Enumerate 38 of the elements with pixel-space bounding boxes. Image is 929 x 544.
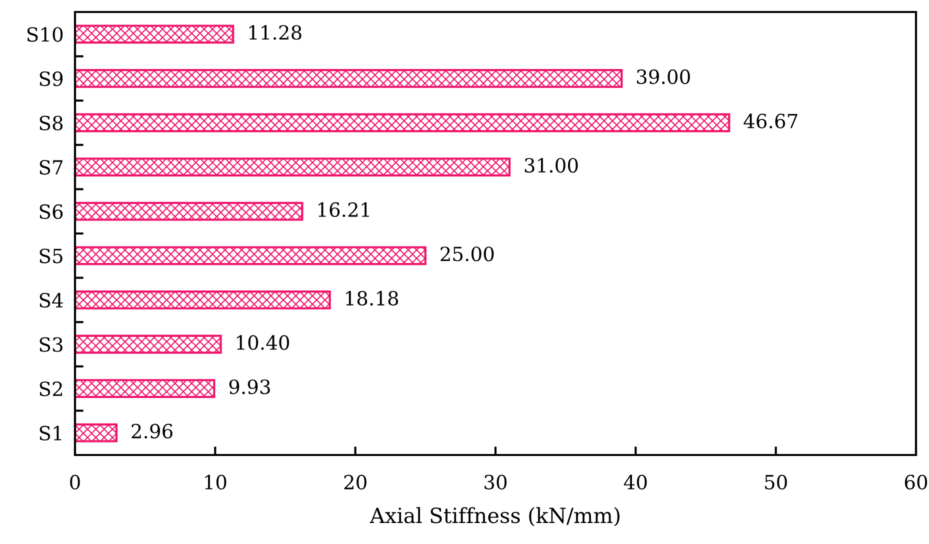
bar (75, 423, 118, 442)
x-tick-label: 60 (904, 474, 928, 490)
data-label: 39.00 (637, 69, 690, 84)
y-tick-label: S2 (40, 382, 62, 396)
x-tick-label: 20 (344, 474, 366, 490)
x-tick-label: 10 (205, 474, 226, 490)
y-tick-label: S10 (27, 27, 63, 42)
data-label: 11.28 (249, 25, 302, 40)
y-tick-label: S8 (40, 116, 63, 130)
data-label: 10.40 (237, 335, 290, 350)
bar (75, 68, 623, 88)
data-label: 31.00 (524, 158, 578, 173)
bar (75, 113, 730, 132)
bar (75, 246, 426, 266)
data-label: 25.00 (440, 246, 494, 262)
x-tick-label: 40 (624, 474, 647, 490)
data-label: 2.96 (132, 424, 172, 438)
bar (75, 158, 511, 177)
bar (75, 202, 304, 221)
bar (75, 334, 222, 354)
data-label: 18.18 (346, 290, 398, 306)
bar (75, 379, 216, 398)
data-label: 16.21 (318, 202, 370, 217)
x-tick-label: 50 (765, 474, 787, 490)
data-label: 9.93 (229, 379, 270, 394)
y-tick-label: S5 (40, 248, 62, 264)
y-tick-label: S1 (40, 426, 62, 441)
data-label: 46.67 (744, 114, 798, 128)
x-axis-title: Axial Stiffness (kN/mm) (370, 507, 620, 526)
bar (75, 24, 234, 44)
y-tick-label: S9 (40, 71, 63, 86)
x-tick-label: 0 (70, 474, 80, 490)
y-tick-label: S3 (40, 337, 62, 352)
y-tick-label: S7 (40, 160, 62, 175)
y-tick-label: S4 (40, 292, 63, 308)
y-tick-label: S6 (40, 204, 63, 220)
bar (75, 290, 331, 310)
x-tick-label: 30 (484, 474, 507, 490)
